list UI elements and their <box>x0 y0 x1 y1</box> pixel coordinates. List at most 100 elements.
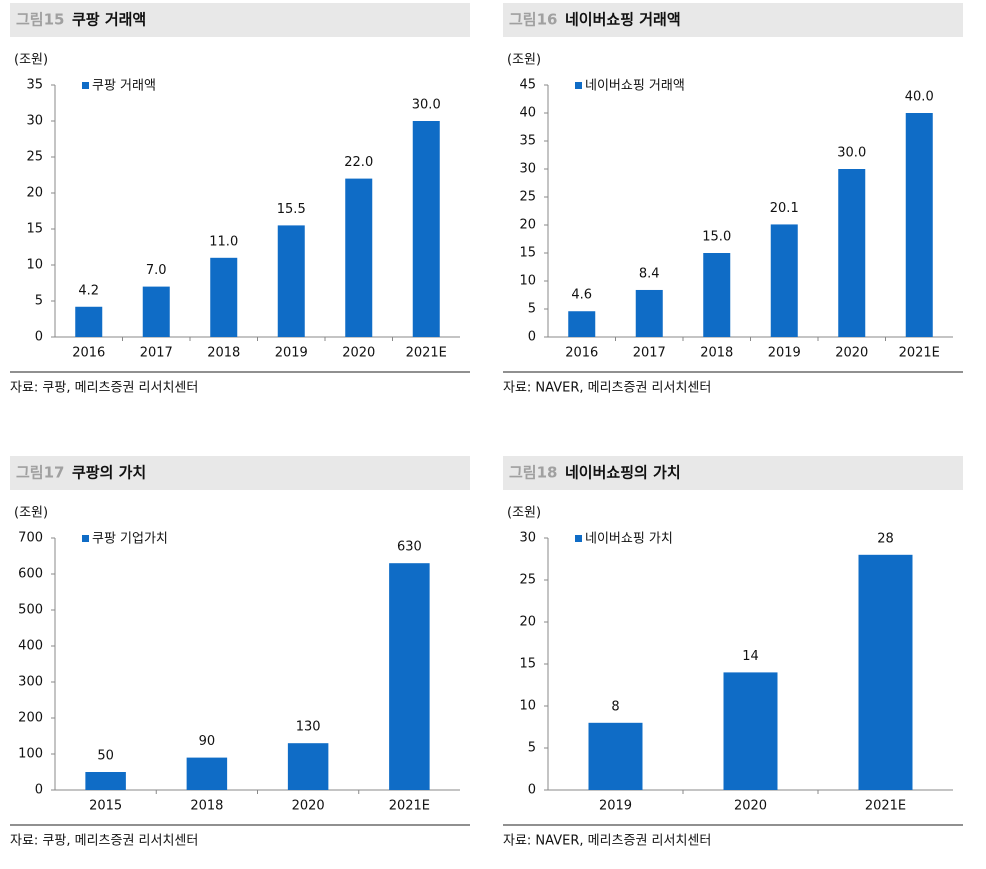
data-label: 4.6 <box>571 288 592 303</box>
x-tick-label: 2017 <box>633 346 666 361</box>
y-tick-label: 35 <box>26 78 43 93</box>
y-tick-label: 20 <box>26 186 43 201</box>
chart-title: 쿠팡 거래액 <box>72 11 146 29</box>
figure-number: 그림15 <box>16 11 64 29</box>
y-tick-label: 400 <box>18 639 43 654</box>
legend-swatch <box>575 535 582 542</box>
y-tick-label: 20 <box>519 218 536 233</box>
data-label: 30.0 <box>837 146 866 161</box>
y-tick-label: 0 <box>35 330 43 345</box>
x-tick-label: 2019 <box>768 346 801 361</box>
bar <box>905 113 933 337</box>
bar <box>287 743 329 790</box>
data-label: 28 <box>877 531 894 546</box>
bar <box>858 554 913 790</box>
data-label: 90 <box>199 734 216 749</box>
data-label: 8.4 <box>639 266 660 281</box>
y-tick-label: 5 <box>528 741 536 756</box>
data-label: 14 <box>742 649 759 664</box>
bar <box>770 224 798 337</box>
chart-panel: 그림15 쿠팡 거래액 (조원) 0 5 10 15 20 25 30 35 2016 2017 2018… <box>10 3 470 396</box>
unit-label: (조원) <box>14 506 48 521</box>
data-label: 130 <box>296 720 321 735</box>
x-tick-label: 2021E <box>899 346 940 361</box>
x-tick-label: 2019 <box>599 799 632 814</box>
y-tick-label: 0 <box>35 783 43 798</box>
y-tick-label: 15 <box>26 222 43 237</box>
y-tick-label: 700 <box>18 531 43 546</box>
y-tick-label: 0 <box>528 330 536 345</box>
x-tick-label: 2018 <box>700 346 733 361</box>
panel-header <box>10 3 470 37</box>
y-tick-label: 5 <box>528 302 536 317</box>
x-tick-label: 2020 <box>292 799 325 814</box>
bar <box>210 257 238 337</box>
x-tick-label: 2016 <box>72 346 105 361</box>
bar <box>345 178 373 337</box>
y-tick-label: 500 <box>18 603 43 618</box>
bar <box>75 306 103 337</box>
chart-panel: 그림16 네이버쇼핑 거래액 (조원) 0 5 10 15 20 25 30 35 40 45 2016 2… <box>503 3 963 396</box>
bar <box>723 672 778 790</box>
y-tick-label: 10 <box>519 274 536 289</box>
y-tick-label: 10 <box>26 258 43 273</box>
bar <box>142 286 170 337</box>
legend-swatch <box>82 535 89 542</box>
chart-title: 네이버쇼핑 거래액 <box>565 11 681 29</box>
legend-swatch <box>82 82 89 89</box>
y-tick-label: 0 <box>528 783 536 798</box>
data-label: 40.0 <box>905 90 934 105</box>
y-tick-label: 100 <box>18 747 43 762</box>
bar <box>703 253 731 337</box>
panel-header <box>503 3 963 37</box>
legend-label: 쿠팡 기업가치 <box>92 532 168 547</box>
bar <box>85 772 126 790</box>
y-tick-label: 35 <box>519 134 536 149</box>
x-tick-label: 2015 <box>89 799 122 814</box>
y-tick-label: 25 <box>26 150 43 165</box>
y-tick-label: 300 <box>18 675 43 690</box>
y-tick-label: 10 <box>519 699 536 714</box>
legend-swatch <box>575 82 582 89</box>
unit-label: (조원) <box>507 53 541 68</box>
y-tick-label: 15 <box>519 246 536 261</box>
y-tick-label: 600 <box>18 567 43 582</box>
data-label: 4.2 <box>78 283 99 298</box>
x-tick-label: 2021E <box>865 799 906 814</box>
chart-title: 네이버쇼핑의 가치 <box>565 464 681 482</box>
data-label: 15.5 <box>277 202 306 217</box>
y-tick-label: 20 <box>519 615 536 630</box>
x-tick-label: 2021E <box>406 346 447 361</box>
legend-label: 쿠팡 거래액 <box>92 79 156 94</box>
bar <box>838 169 866 337</box>
y-tick-label: 25 <box>519 190 536 205</box>
y-tick-label: 30 <box>519 531 536 546</box>
x-tick-label: 2016 <box>565 346 598 361</box>
x-tick-label: 2019 <box>275 346 308 361</box>
source-note: 자료: NAVER, 메리츠증권 리서치센터 <box>503 834 711 849</box>
figure-number: 그림18 <box>509 464 557 482</box>
data-label: 11.0 <box>209 234 238 249</box>
chart-panel: 그림17 쿠팡의 가치 (조원) 0 100 200 300 400 500 600 700 2015… <box>10 456 470 849</box>
legend-label: 네이버쇼핑 가치 <box>585 532 673 547</box>
panel-header <box>10 456 470 490</box>
data-label: 22.0 <box>344 155 373 170</box>
unit-label: (조원) <box>14 53 48 68</box>
y-tick-label: 5 <box>35 294 43 309</box>
figure-number: 그림16 <box>509 11 557 29</box>
bar <box>635 289 663 337</box>
bar <box>412 121 440 337</box>
data-label: 15.0 <box>702 230 731 245</box>
x-tick-label: 2020 <box>734 799 767 814</box>
chart-panel: 그림18 네이버쇼핑의 가치 (조원) 0 5 10 15 20 25 30 2019 2020 202… <box>503 456 963 849</box>
x-tick-label: 2020 <box>342 346 375 361</box>
y-tick-label: 200 <box>18 711 43 726</box>
y-tick-label: 30 <box>26 114 43 129</box>
figure-number: 그림17 <box>16 464 64 482</box>
legend-label: 네이버쇼핑 거래액 <box>585 79 685 94</box>
bar <box>588 722 643 790</box>
bar <box>389 563 430 790</box>
chart-title: 쿠팡의 가치 <box>72 464 146 482</box>
y-tick-label: 15 <box>519 657 536 672</box>
panel-header <box>503 456 963 490</box>
